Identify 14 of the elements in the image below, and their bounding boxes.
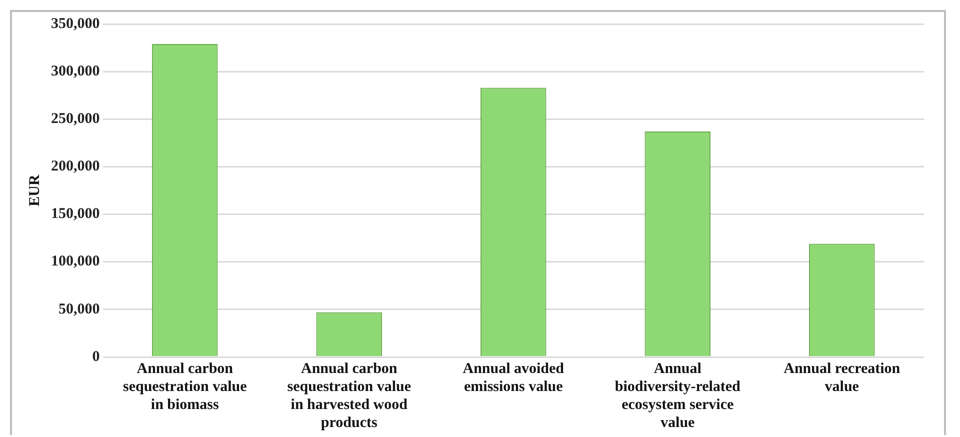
x-tick-label: Annual avoided emissions value <box>462 360 565 395</box>
x-tick-label: Annual carbon sequestration value in harvested wood products <box>287 360 412 431</box>
y-tick-label: 250,000 <box>51 111 100 128</box>
y-tick-label: 100,000 <box>51 254 100 270</box>
y-tick-label: 50,000 <box>58 301 100 318</box>
y-tick-label: 300,000 <box>51 63 100 80</box>
y-axis-title: EUR <box>26 174 43 206</box>
y-tick-label: 350,000 <box>51 16 100 32</box>
y-tick-label: 0 <box>92 348 100 365</box>
x-tick-label: Annual carbon sequestration value in biomass <box>123 360 248 413</box>
x-tick-label: Annual biodiversity-related ecosystem service value <box>614 360 742 431</box>
y-tick-label: 150,000 <box>51 206 100 222</box>
x-tick-label: Annual recreation value <box>784 360 901 395</box>
y-tick-label: 200,000 <box>51 158 100 175</box>
